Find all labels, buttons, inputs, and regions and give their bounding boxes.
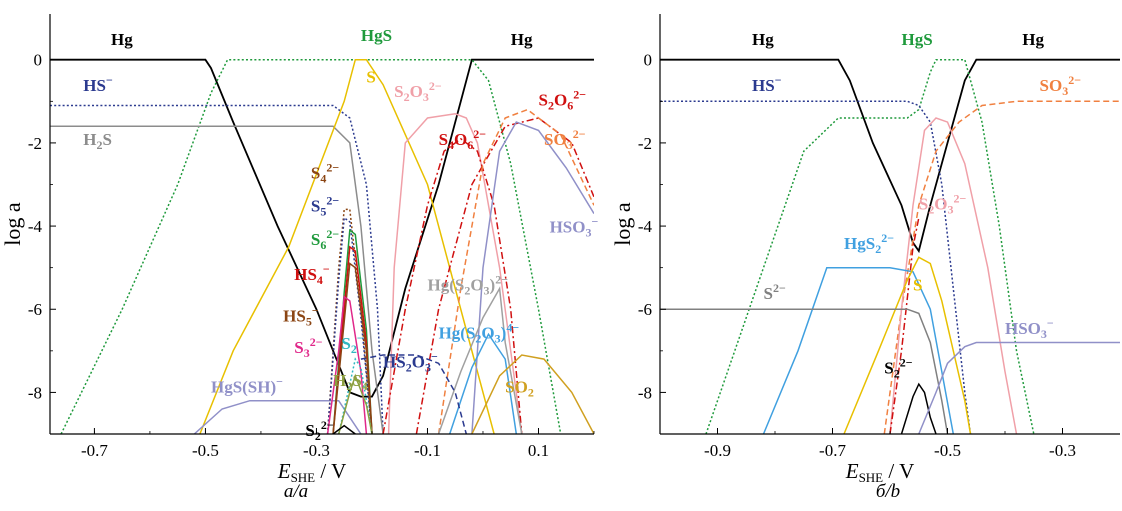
series-line <box>660 58 1120 254</box>
series-line <box>762 266 955 434</box>
panel-a: -0.7 -0.5 -0.3 -0.1 0.1 0 -2 -4 -6 -8 log a ESHE / … <box>0 14 598 502</box>
species-label: HgS <box>902 30 933 49</box>
series-line <box>660 308 949 434</box>
species-label: S32− <box>294 335 322 360</box>
series-line <box>448 332 518 434</box>
species-label: Hg <box>752 30 774 49</box>
species-label: HgS22− <box>844 231 894 256</box>
panel-caption: a/a <box>284 481 308 502</box>
species-label: S2O62− <box>538 87 586 112</box>
y-tick-label: -6 <box>638 300 652 319</box>
panel-caption: б/b <box>876 481 900 502</box>
species-label: SO2 <box>505 377 534 399</box>
species-label: Hg <box>511 30 533 49</box>
series-line <box>193 399 362 434</box>
y-tick-label: -8 <box>638 383 652 402</box>
species-label: Hg <box>111 30 133 49</box>
series-line <box>326 295 368 434</box>
y-axis-label: log a <box>0 202 25 246</box>
y-tick-label: -4 <box>28 217 43 236</box>
series-line <box>387 113 523 434</box>
x-axis-label: ESHE / V <box>845 459 915 485</box>
series-line <box>437 108 594 434</box>
species-label: HgS <box>361 26 392 45</box>
y-tick-label: 0 <box>34 51 43 70</box>
x-tick-label: -0.1 <box>414 441 441 460</box>
y-tick-label: -4 <box>638 217 653 236</box>
species-label: S <box>366 68 375 87</box>
y-tick-label: -6 <box>28 300 42 319</box>
x-tick-label: 0.1 <box>528 441 549 460</box>
species-label: S42− <box>311 160 339 185</box>
series-line <box>900 382 937 434</box>
x-tick-label: -0.9 <box>704 441 731 460</box>
series-line <box>843 256 972 434</box>
series-line <box>883 100 1120 434</box>
x-tick-label: -0.5 <box>934 441 961 460</box>
species-label: HS4− <box>294 262 330 287</box>
x-tick-label: -0.5 <box>192 441 219 460</box>
species-label: SO32− <box>544 127 586 152</box>
series-line <box>360 354 468 434</box>
x-tick-label: -0.7 <box>819 441 846 460</box>
species-label: Hg <box>1022 30 1044 49</box>
series-line <box>471 354 594 434</box>
series-line <box>332 262 373 434</box>
series-line <box>50 58 594 398</box>
species-label: S <box>913 276 922 295</box>
species-label: HS2O3− <box>383 349 438 374</box>
species-label: S22− <box>305 418 333 443</box>
series-line <box>437 286 523 434</box>
series-line <box>660 100 972 434</box>
x-tick-label: -0.3 <box>1049 441 1076 460</box>
series-line <box>889 117 1018 434</box>
species-label: HS− <box>752 73 782 95</box>
species-label: S2O32− <box>394 79 442 104</box>
species-label: SO32− <box>1040 73 1082 98</box>
series-line <box>50 104 384 434</box>
series-line <box>415 117 594 434</box>
series-line <box>332 424 356 434</box>
species-label: HS5− <box>283 304 319 329</box>
series-line <box>337 373 373 434</box>
species-label: S2− <box>764 281 786 303</box>
series-line <box>199 58 495 434</box>
species-label: S62− <box>311 227 339 252</box>
species-label: HSO3− <box>1005 316 1054 341</box>
species-label: HSO3− <box>550 214 599 239</box>
series-line <box>60 58 562 434</box>
series-line <box>889 217 920 434</box>
series-line <box>50 125 384 434</box>
species-label: S22− <box>884 356 912 381</box>
series-line <box>705 58 1035 434</box>
y-tick-label: -8 <box>28 383 42 402</box>
series-line <box>471 121 594 434</box>
species-label: S2O32− <box>919 191 967 216</box>
x-tick-label: -0.7 <box>81 441 108 460</box>
y-axis-label: log a <box>610 202 635 246</box>
series-line <box>326 216 373 434</box>
species-label: S2− <box>341 331 363 356</box>
species-label: HgS(SH)− <box>211 374 283 396</box>
species-label: Hg(S2O3)4− <box>439 320 520 345</box>
series-line <box>382 137 523 434</box>
species-label: H2S4 <box>333 371 368 393</box>
y-tick-label: 0 <box>644 51 653 70</box>
y-tick-label: -2 <box>638 134 652 153</box>
y-tick-label: -2 <box>28 134 42 153</box>
species-label: S4O62− <box>439 127 487 152</box>
species-label: H2S <box>83 130 112 152</box>
series-line <box>918 341 1120 434</box>
panel-b: -0.9 -0.7 -0.5 -0.3 0 -2 -4 -6 -8 log a ESHE / Vб/… <box>610 14 1120 502</box>
x-axis-label: ESHE / V <box>277 459 347 485</box>
species-label: Hg(S2O3)2− <box>427 273 508 298</box>
x-tick-label: -0.3 <box>303 441 330 460</box>
species-label: S52− <box>311 194 339 219</box>
species-label: HS− <box>83 73 113 95</box>
